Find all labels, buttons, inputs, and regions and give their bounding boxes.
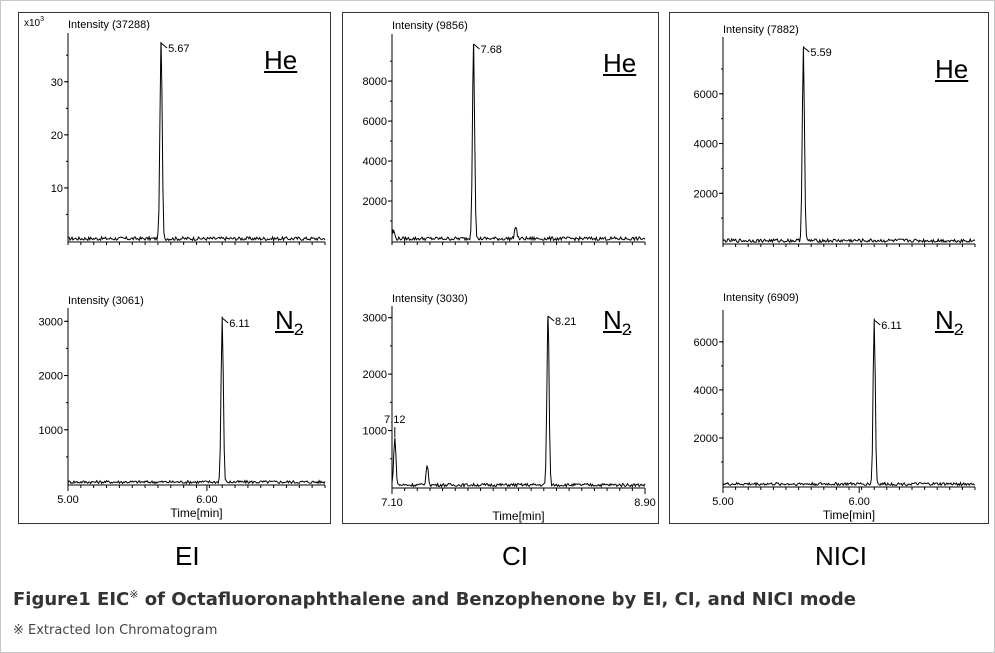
y-tick-label: 6000 xyxy=(363,116,387,128)
chromatogram-trace xyxy=(722,318,976,487)
gas-label-ei-he: He xyxy=(264,45,298,75)
gas-label-ci-n2: N2 xyxy=(603,305,631,340)
chart-title: Intensity (3061) xyxy=(68,295,144,307)
x-axis-label: Time[min] xyxy=(492,509,544,523)
chart-title: Intensity (6909) xyxy=(723,292,799,304)
gas-label-ci-he: He xyxy=(603,48,637,78)
y-tick-label: 4000 xyxy=(694,139,718,151)
panel-nici xyxy=(669,12,989,524)
y-tick-label: 30 xyxy=(51,77,63,89)
gas-label-nici-he: He xyxy=(935,54,969,84)
chart-title: Intensity (7882) xyxy=(723,24,799,36)
peak-marker xyxy=(873,319,881,326)
chromatogram-trace xyxy=(67,41,326,242)
gas-label-ei-n2: N2 xyxy=(275,305,303,340)
chromatogram-trace xyxy=(67,316,326,485)
chart-title: Intensity (3030) xyxy=(392,293,468,305)
peak-label: 6.11 xyxy=(881,320,902,332)
y-tick-label: 1000 xyxy=(363,426,387,438)
peak-label: 5.67 xyxy=(168,43,189,55)
figure-caption: Figure1 EIC※ of Octafluoronaphthalene an… xyxy=(13,588,856,610)
x-tick-label: 5.00 xyxy=(57,494,78,506)
gas-n2-subscript: 2 xyxy=(621,320,632,340)
x-tick-label: 7.10 xyxy=(381,497,402,509)
y-tick-label: 2000 xyxy=(363,369,387,381)
mode-label-nici: NICI xyxy=(815,541,867,571)
chart-title: Intensity (37288) xyxy=(68,19,150,31)
y-tick-label: 6000 xyxy=(694,89,718,101)
gas-label-nici-n2: N2 xyxy=(935,305,963,340)
peak-label: 6.11 xyxy=(229,318,250,330)
caption-prefix: Figure1 EIC xyxy=(13,589,130,610)
peak-marker xyxy=(803,46,810,53)
y-tick-label: 1000 xyxy=(39,425,63,437)
x-tick-label: 6.00 xyxy=(196,494,217,506)
x-tick-label: 6.00 xyxy=(849,496,870,508)
gas-n2-text: N xyxy=(275,305,294,335)
y-tick-label: 3000 xyxy=(363,313,387,325)
peak-marker xyxy=(221,317,229,324)
y-tick-label: 3000 xyxy=(39,316,63,328)
y-tick-label: 2000 xyxy=(363,196,387,208)
peak-label: 8.21 xyxy=(555,316,576,328)
caption-rest: of Octafluoronaphthalene and Benzophenon… xyxy=(138,589,856,610)
y-tick-label: 2000 xyxy=(694,433,718,445)
gas-n2-text: N xyxy=(603,305,622,335)
y-tick-label: 2000 xyxy=(39,371,63,383)
mode-label-ei: EI xyxy=(175,541,200,571)
chromatogram-trace xyxy=(391,43,646,243)
panel-ei xyxy=(18,12,331,524)
x-axis-label: Time[min] xyxy=(823,508,875,522)
y-tick-label: 8000 xyxy=(363,76,387,88)
y-tick-label: 20 xyxy=(51,130,63,142)
x-tick-label: 5.00 xyxy=(712,496,733,508)
chromatogram-trace xyxy=(722,46,976,244)
y-tick-label: 4000 xyxy=(363,156,387,168)
y-tick-label: 2000 xyxy=(694,188,718,200)
chromatogram-trace xyxy=(391,315,646,488)
peak-marker xyxy=(473,43,480,50)
mode-label-ci: CI xyxy=(502,541,528,571)
peak-label: 7.12 xyxy=(384,414,405,426)
y-tick-label: 4000 xyxy=(694,385,718,397)
y-multiplier: x103 xyxy=(24,16,44,29)
peak-label: 7.68 xyxy=(481,44,502,56)
peak-marker xyxy=(547,315,555,322)
gas-n2-subscript: 2 xyxy=(953,320,964,340)
y-tick-label: 10 xyxy=(51,183,63,195)
chart-title: Intensity (9856) xyxy=(392,20,468,32)
figure-footnote: ※ Extracted Ion Chromatogram xyxy=(13,623,218,638)
peak-label: 5.59 xyxy=(810,47,831,59)
caption-mark: ※ xyxy=(129,588,139,601)
y-tick-label: 6000 xyxy=(694,337,718,349)
peak-marker xyxy=(160,42,168,49)
gas-n2-text: N xyxy=(935,305,954,335)
gas-n2-subscript: 2 xyxy=(293,320,304,340)
x-tick-label: 8.90 xyxy=(634,497,655,509)
x-axis-label: Time[min] xyxy=(170,506,222,520)
